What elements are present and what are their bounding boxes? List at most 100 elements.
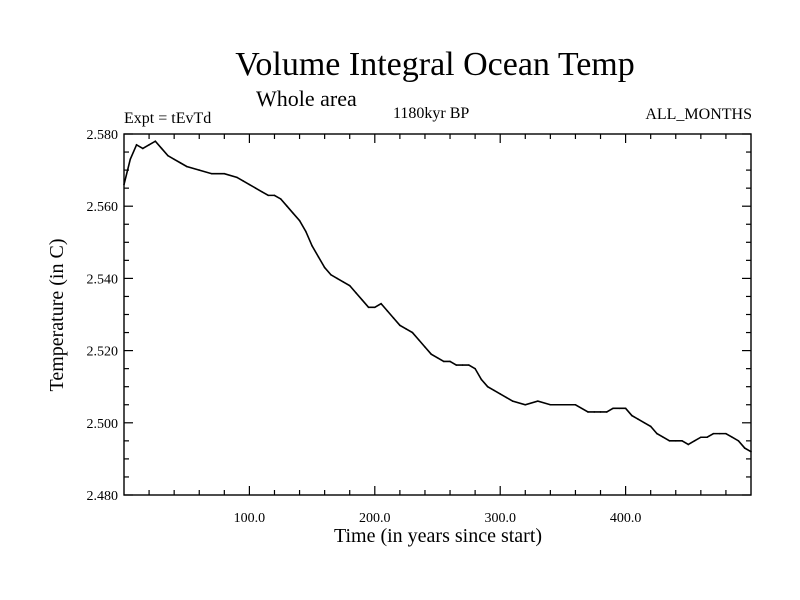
series-point <box>148 144 150 146</box>
x-tick-label: 100.0 <box>234 511 266 526</box>
series-point <box>436 357 439 359</box>
y-tick-label: 2.540 <box>87 272 119 287</box>
series-point <box>574 403 577 406</box>
x-axis-ticks <box>148 134 727 495</box>
series-point <box>223 172 226 175</box>
series-point <box>493 389 495 392</box>
series-point <box>718 432 721 435</box>
series-point <box>386 310 389 312</box>
series-point <box>123 183 125 186</box>
months-label: ALL_MONTHS <box>645 106 752 123</box>
series-point <box>700 436 702 439</box>
series-point <box>135 144 138 146</box>
series-point <box>167 154 169 157</box>
series-point <box>474 367 476 370</box>
series-point <box>599 411 602 413</box>
series-point <box>298 219 301 222</box>
temperature-series-points <box>123 140 752 453</box>
x-tick-label: 400.0 <box>610 511 642 526</box>
y-axis-title: Temperature (in C) <box>46 239 68 392</box>
plot-frame <box>123 133 752 496</box>
x-axis-title: Time (in years since start) <box>334 525 542 547</box>
temperature-series-line <box>123 140 752 453</box>
series-point <box>524 403 527 406</box>
y-tick-label: 2.520 <box>87 345 119 360</box>
series-point <box>405 328 407 330</box>
series-point <box>323 266 326 269</box>
series-point <box>411 331 414 334</box>
series-point <box>743 447 746 449</box>
series-point <box>737 440 740 442</box>
series-point <box>499 393 502 395</box>
series-point <box>173 158 175 161</box>
series-point <box>731 436 733 439</box>
series-point <box>637 418 639 420</box>
series-point <box>185 165 188 168</box>
series-point <box>605 411 608 413</box>
series-point <box>355 292 357 294</box>
series-point <box>142 147 144 150</box>
series-point <box>210 172 213 175</box>
series-point <box>681 440 683 442</box>
series-point <box>430 353 433 356</box>
series-point <box>342 281 345 283</box>
series-point <box>687 443 690 446</box>
series-point <box>442 360 445 363</box>
series-point <box>649 425 652 428</box>
series-point <box>399 324 401 327</box>
series-point <box>305 230 307 233</box>
series-point <box>273 194 276 197</box>
series-point <box>593 411 596 413</box>
series-point <box>242 180 244 182</box>
series-point <box>461 364 464 366</box>
x-tick-label: 300.0 <box>484 511 516 526</box>
series-point <box>374 306 376 309</box>
series-point <box>380 302 382 305</box>
series-point <box>618 407 621 410</box>
series-point <box>424 346 426 348</box>
series-point <box>468 364 470 366</box>
series-point <box>674 440 677 442</box>
series-point <box>336 277 338 280</box>
series-point <box>367 306 370 309</box>
series-point <box>198 169 201 171</box>
series-point <box>292 212 295 215</box>
x-tick-label: 200.0 <box>359 511 391 526</box>
series-point <box>505 396 508 399</box>
series-point <box>311 245 313 247</box>
series-point <box>129 158 132 161</box>
series-point <box>624 407 627 410</box>
series-point <box>725 432 727 435</box>
series-point <box>549 403 552 406</box>
series-point <box>562 403 564 406</box>
series-point <box>668 440 671 442</box>
series-point <box>254 187 257 189</box>
y-tick-label: 2.580 <box>87 128 119 143</box>
series-point <box>261 190 263 193</box>
series-point <box>455 364 458 366</box>
series-point <box>392 317 395 319</box>
series-point <box>330 273 332 276</box>
series-point <box>361 299 364 301</box>
series-point <box>154 140 157 143</box>
series-point <box>480 378 483 381</box>
series-point <box>537 400 539 402</box>
series-point <box>693 440 696 442</box>
series-point <box>511 400 514 402</box>
y-axis-tick-labels: 2.480 2.500 2.520 2.540 2.560 2.580 <box>87 128 119 504</box>
series-point <box>750 450 752 453</box>
series-point <box>712 432 715 435</box>
series-point <box>631 414 633 417</box>
y-tick-label: 2.480 <box>87 489 119 504</box>
series-point <box>248 183 251 186</box>
series-point <box>236 176 238 179</box>
experiment-label: Expt = tEvTd <box>124 110 212 127</box>
y-tick-label: 2.560 <box>87 200 119 215</box>
y-axis-ticks <box>124 133 751 496</box>
series-point <box>160 147 163 150</box>
series-point <box>643 422 646 424</box>
series-point <box>706 436 708 439</box>
series-point <box>267 194 270 197</box>
chart-title: Volume Integral Ocean Temp <box>235 46 635 83</box>
